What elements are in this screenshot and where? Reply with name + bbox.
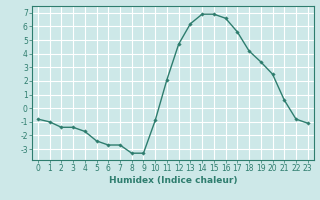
X-axis label: Humidex (Indice chaleur): Humidex (Indice chaleur) [108,176,237,185]
